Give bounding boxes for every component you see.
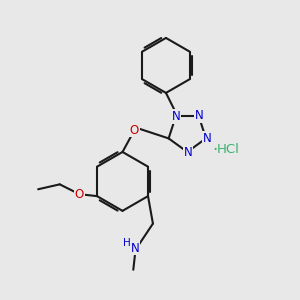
Text: N: N	[184, 146, 193, 159]
Text: HCl: HCl	[217, 143, 240, 157]
Text: ·: ·	[212, 141, 217, 159]
Text: N: N	[202, 132, 211, 145]
Text: N: N	[194, 109, 203, 122]
Text: N: N	[131, 242, 140, 255]
Text: O: O	[75, 188, 84, 201]
Text: H: H	[123, 238, 130, 248]
Text: N: N	[171, 110, 180, 123]
Text: O: O	[130, 124, 139, 137]
